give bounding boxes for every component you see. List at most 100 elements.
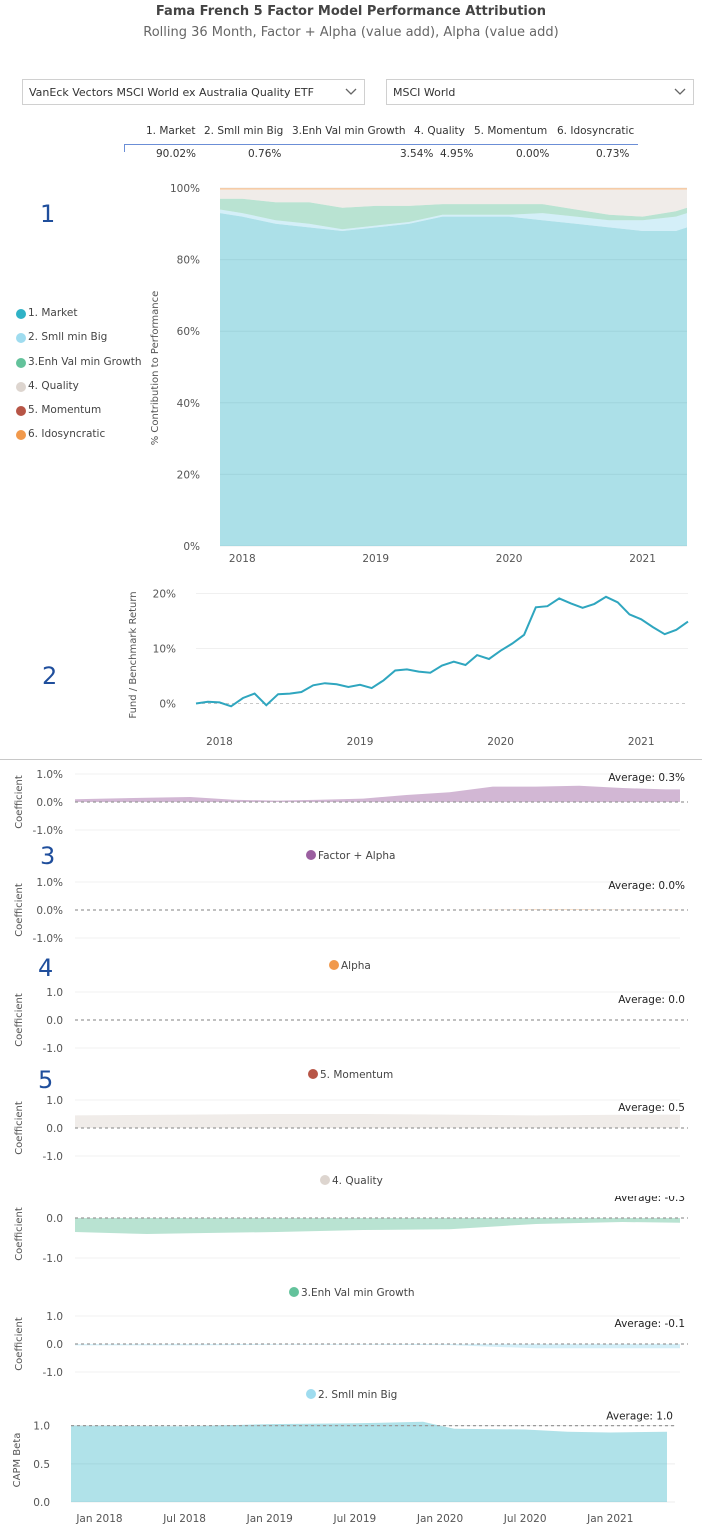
table-header-cell: 2. Smll min Big (204, 125, 284, 137)
panel-legend[interactable]: 4. Quality (320, 1175, 383, 1187)
y-tick-label: 0.0 (33, 1497, 50, 1509)
section-number: 2 (42, 662, 58, 690)
x-tick-label: 2018 (206, 736, 233, 748)
y-tick-label: -1.0 (43, 1043, 64, 1055)
y-tick-label: 0.0 (46, 1123, 63, 1135)
legend-dot (308, 1069, 318, 1079)
y-tick-label: -1.0% (33, 825, 63, 837)
panel-legend[interactable]: 5. Momentum (308, 1069, 393, 1081)
y-tick-label: -1.0 (43, 1367, 64, 1379)
coefficient-area (75, 1218, 680, 1234)
legend-dot (306, 1389, 316, 1399)
average-label: Average: 1.0 (606, 1411, 673, 1423)
average-label: Average: -0.1 (615, 1318, 685, 1330)
x-tick-label: Jan 2020 (416, 1513, 463, 1525)
y-tick-label: 0.0 (46, 1339, 63, 1351)
y-tick-label: 10% (153, 644, 176, 656)
legend-label: 5. Momentum (28, 404, 102, 417)
y-tick-label: 1.0% (36, 769, 63, 781)
y-axis-label: Coefficient (14, 993, 25, 1047)
legend-label: 6. Idosyncratic (28, 428, 106, 441)
legend-dot (16, 357, 26, 368)
legend-label: 2. Smll min Big (318, 1389, 398, 1401)
coefficient-area (75, 1344, 680, 1349)
x-tick-label: Jan 2018 (75, 1513, 122, 1525)
y-tick-label: 1.0 (33, 1421, 50, 1433)
area-series-1 (220, 213, 687, 546)
average-label: Average: 0.0% (608, 880, 685, 892)
x-tick-label: 2018 (229, 553, 256, 565)
legend-label: 3.Enh Val min Growth (28, 355, 142, 368)
panel-legend[interactable]: 3.Enh Val min Growth (289, 1287, 415, 1299)
x-tick-label: 2019 (362, 553, 389, 565)
table-header-cell: 3.Enh Val min Growth (292, 125, 406, 137)
legend-label: Factor + Alpha (318, 850, 396, 862)
average-label: Average: 0.3% (608, 772, 685, 784)
table-header: 1. Market 2. Smll min Big 3.Enh Val min … (124, 122, 638, 144)
return-line (195, 595, 689, 708)
momentum-coefficient-chart: 1.0 0.0 -1.0 Average: 0.0 Coefficient (14, 987, 688, 1055)
y-tick-label: 1.0 (46, 1095, 63, 1107)
y-axis-label: Coefficient (14, 1317, 25, 1371)
fund-dropdown[interactable]: VanEck Vectors MSCI World ex Australia Q… (22, 79, 365, 105)
section-number: 5 (38, 1066, 54, 1094)
y-tick-label: 0.0 (46, 1213, 63, 1225)
quality-coefficient-chart: 1.0 0.0 -1.0 Average: 0.5 Coefficient (14, 1095, 688, 1163)
y-tick-label: -1.0 (43, 1253, 64, 1265)
average-label: Average: 0.5 (618, 1102, 685, 1114)
area-series-2 (220, 209, 687, 231)
panel-legend[interactable]: Factor + Alpha (306, 850, 395, 862)
panel-legend[interactable]: 2. Smll min Big (306, 1389, 397, 1401)
y-tick-label: 20% (177, 469, 200, 481)
x-tick-label: 2019 (347, 736, 374, 748)
table-cell: 0.76% (248, 148, 282, 160)
legend-label: 3.Enh Val min Growth (301, 1287, 415, 1299)
y-axis-label: Fund / Benchmark Return (128, 591, 139, 718)
y-tick-label: 80% (177, 255, 200, 267)
legend-dot (329, 960, 339, 970)
panel-legend[interactable]: Alpha (329, 960, 371, 972)
legend-dot (306, 850, 316, 860)
coefficient-area (75, 785, 680, 802)
y-tick-label: 20% (153, 589, 176, 601)
x-tick-label: 2020 (496, 553, 523, 565)
x-tick-label: Jan 2019 (246, 1513, 293, 1525)
table-header-cell: 5. Momentum (474, 125, 548, 137)
legend-dot (16, 309, 26, 319)
chevron-down-icon (674, 88, 686, 95)
alpha-coefficient-chart: 1.0% 0.0% -1.0% Average: 0.0% Coefficient (14, 877, 688, 945)
y-tick-label: 0.0 (46, 1015, 63, 1027)
legend-label: 1. Market (28, 307, 78, 319)
attribution-table: 1. Market 2. Smll min Big 3.Enh Val min … (124, 122, 638, 167)
y-axis-label: % Contribution to Performance (150, 291, 161, 446)
factor-alpha-coefficient-chart: 1.0% 0.0% -1.0% Average: 0.3% Coefficient (14, 769, 688, 837)
x-tick-label: Jan 2021 (586, 1513, 633, 1525)
y-tick-label: 0.0% (36, 797, 63, 809)
table-cell: 90.02% (156, 148, 197, 160)
legend-dot (289, 1287, 299, 1297)
x-tick-label: 2020 (487, 736, 514, 748)
legend-label: Alpha (341, 960, 371, 972)
y-tick-label: -1.0% (33, 933, 63, 945)
y-tick-label: 0% (159, 699, 176, 711)
x-tick-label: Jul 2018 (162, 1513, 206, 1525)
y-tick-label: 1.0% (36, 877, 63, 889)
x-tick-label: Jul 2019 (332, 1513, 376, 1525)
y-tick-label: 60% (177, 326, 200, 338)
benchmark-dropdown[interactable]: MSCI World (386, 79, 694, 105)
section-divider (0, 759, 702, 760)
y-axis-label: Coefficient (14, 1207, 25, 1261)
table-cell: 4.95% (440, 148, 474, 160)
contribution-area-chart: 0% 20% 40% 60% 80% 100% 2018 2019 2020 2021 % Cont… (150, 183, 687, 565)
y-axis-label: CAPM Beta (12, 1433, 23, 1488)
section-number: 1 (40, 200, 56, 228)
table-header-cell: 4. Quality (414, 125, 465, 137)
y-tick-label: 0.5 (33, 1459, 50, 1471)
beta-area (71, 1421, 667, 1502)
y-axis-label: Coefficient (14, 1101, 25, 1155)
fund-dropdown-value: VanEck Vectors MSCI World ex Australia Q… (29, 86, 314, 99)
coefficient-area (75, 909, 680, 910)
legend-dot (16, 406, 26, 417)
table-cell: 0.00% (516, 148, 550, 160)
legend-dot (320, 1175, 330, 1185)
